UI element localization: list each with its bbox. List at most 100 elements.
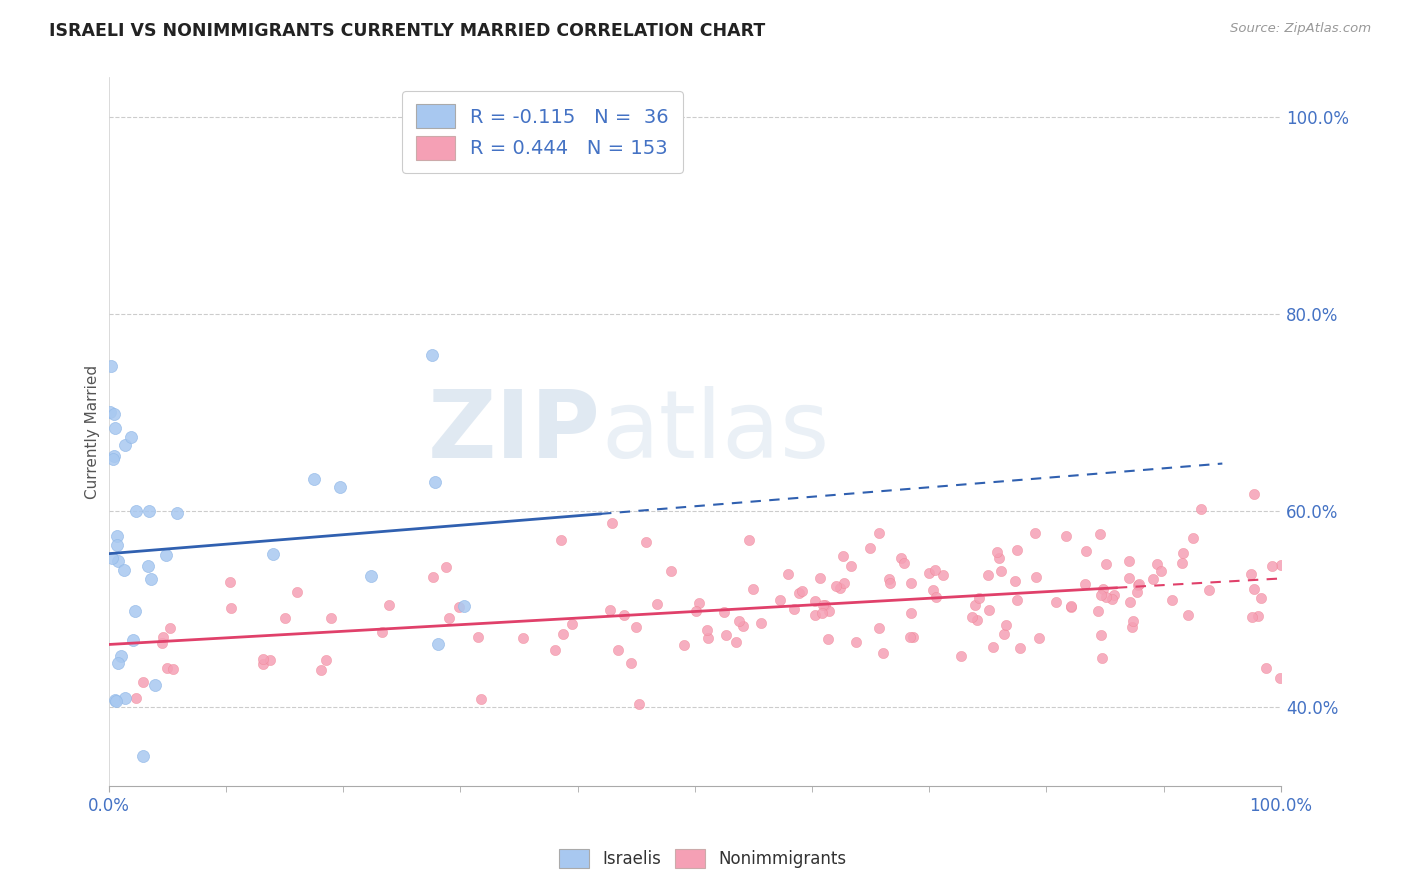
Point xyxy=(143,678,166,692)
Point xyxy=(1128,578,1150,592)
Point xyxy=(1054,528,1077,542)
Point xyxy=(1094,591,1116,605)
Point xyxy=(136,558,159,573)
Point xyxy=(714,627,737,641)
Point xyxy=(769,592,792,607)
Point xyxy=(1119,595,1142,609)
Point xyxy=(453,599,475,613)
Point xyxy=(1261,558,1284,573)
Point xyxy=(1142,572,1164,586)
Point xyxy=(422,570,444,584)
Point xyxy=(872,646,894,660)
Point xyxy=(550,533,572,548)
Point xyxy=(132,674,155,689)
Point xyxy=(977,603,1000,617)
Point xyxy=(1128,576,1150,591)
Point xyxy=(868,526,890,541)
Point xyxy=(810,607,832,621)
Point xyxy=(808,571,831,585)
Point xyxy=(110,648,132,663)
Point xyxy=(378,598,401,612)
Point xyxy=(162,662,184,676)
Point xyxy=(792,584,814,599)
Point xyxy=(1239,566,1261,581)
Point xyxy=(1028,631,1050,645)
Point xyxy=(613,607,636,622)
Point xyxy=(977,568,1000,582)
Point xyxy=(252,651,274,665)
Point xyxy=(696,623,718,637)
Point xyxy=(932,567,955,582)
Point xyxy=(1171,546,1194,560)
Point xyxy=(1161,593,1184,607)
Point xyxy=(159,621,181,635)
Point xyxy=(1198,582,1220,597)
Point xyxy=(900,607,922,621)
Point xyxy=(104,694,127,708)
Point xyxy=(1091,582,1114,597)
Point xyxy=(749,616,772,631)
Point xyxy=(252,657,274,671)
Point xyxy=(467,630,489,644)
Point xyxy=(950,649,973,664)
Point xyxy=(1090,628,1112,642)
Point xyxy=(1243,582,1265,596)
Point xyxy=(1045,595,1067,609)
Point xyxy=(741,582,763,596)
Point xyxy=(832,576,855,591)
Point xyxy=(1024,526,1046,541)
Text: ZIP: ZIP xyxy=(429,386,600,478)
Point xyxy=(1005,542,1028,557)
Point xyxy=(728,615,751,629)
Point xyxy=(966,613,988,627)
Text: ISRAELI VS NONIMMIGRANTS CURRENTLY MARRIED CORRELATION CHART: ISRAELI VS NONIMMIGRANTS CURRENTLY MARRI… xyxy=(49,22,765,40)
Point xyxy=(868,621,890,635)
Point xyxy=(619,656,641,670)
Point xyxy=(470,691,492,706)
Point xyxy=(132,749,155,764)
Point xyxy=(685,604,707,618)
Point xyxy=(259,653,281,667)
Point xyxy=(817,604,839,618)
Point xyxy=(733,618,755,632)
Point xyxy=(360,568,382,582)
Point xyxy=(285,584,308,599)
Point xyxy=(993,627,1015,641)
Point xyxy=(219,601,242,615)
Point xyxy=(262,547,284,561)
Point xyxy=(105,538,128,552)
Point xyxy=(803,593,825,607)
Point xyxy=(898,630,921,644)
Point xyxy=(138,504,160,518)
Text: atlas: atlas xyxy=(600,386,830,478)
Point xyxy=(1090,588,1112,602)
Point xyxy=(599,602,621,616)
Point xyxy=(925,591,948,605)
Point xyxy=(512,631,534,645)
Text: Source: ZipAtlas.com: Source: ZipAtlas.com xyxy=(1230,22,1371,36)
Point xyxy=(776,567,799,582)
Point xyxy=(124,690,146,705)
Point xyxy=(105,528,128,542)
Point xyxy=(104,421,127,435)
Point xyxy=(114,438,136,452)
Point xyxy=(422,348,444,362)
Point xyxy=(879,576,901,591)
Point xyxy=(218,575,240,590)
Point xyxy=(141,572,163,586)
Point xyxy=(302,471,325,485)
Point xyxy=(125,504,148,518)
Point xyxy=(922,583,945,598)
Point xyxy=(551,627,574,641)
Point xyxy=(960,610,983,624)
Point xyxy=(890,551,912,566)
Point xyxy=(645,598,668,612)
Point xyxy=(1270,672,1292,686)
Point xyxy=(738,533,761,547)
Point xyxy=(1102,588,1125,602)
Point xyxy=(634,535,657,549)
Point xyxy=(787,586,810,600)
Point xyxy=(1126,585,1149,599)
Point xyxy=(924,563,946,577)
Point xyxy=(1243,487,1265,501)
